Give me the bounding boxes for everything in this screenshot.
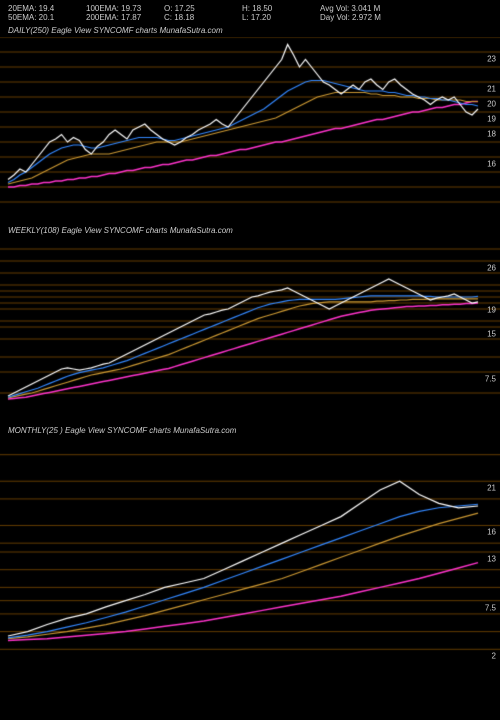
y-axis-label: 19 <box>487 306 496 315</box>
y-axis-label: 7.5 <box>485 375 496 384</box>
y-axis-label: 15 <box>487 330 496 339</box>
chart-canvas <box>0 437 500 667</box>
y-axis-label: 20 <box>487 100 496 109</box>
stat-item: O: 17.25 <box>164 4 224 13</box>
chart-panel: DAILY(250) Eagle View SYNCOMF charts Mun… <box>0 24 500 224</box>
stat-item: 20EMA: 19.4 <box>8 4 68 13</box>
y-axis-label: 16 <box>487 160 496 169</box>
y-axis-label: 13 <box>487 555 496 564</box>
header-stats: 20EMA: 19.4 100EMA: 19.73 O: 17.25 H: 18.50… <box>0 0 500 24</box>
y-axis-label: 7.5 <box>485 603 496 612</box>
chart-panel: MONTHLY(25 ) Eagle View SYNCOMF charts M… <box>0 424 500 674</box>
stat-item: Day Vol: 2.972 M <box>320 13 381 22</box>
chart-canvas <box>0 37 500 217</box>
y-axis-label: 16 <box>487 528 496 537</box>
y-axis-label: 2 <box>492 652 496 661</box>
y-axis-label: 23 <box>487 55 496 64</box>
stat-item: 100EMA: 19.73 <box>86 4 146 13</box>
stat-item: H: 18.50 <box>242 4 302 13</box>
chart-title: WEEKLY(108) Eagle View SYNCOMF charts Mu… <box>0 224 500 237</box>
chart-canvas <box>0 237 500 417</box>
y-axis-label: 18 <box>487 130 496 139</box>
stat-item: C: 18.18 <box>164 13 224 22</box>
chart-title: DAILY(250) Eagle View SYNCOMF charts Mun… <box>0 24 500 37</box>
stat-item: L: 17.20 <box>242 13 302 22</box>
y-axis-label: 26 <box>487 264 496 273</box>
y-axis-label: 21 <box>487 85 496 94</box>
y-axis-label: 21 <box>487 484 496 493</box>
stats-row-2: 50EMA: 20.1 200EMA: 17.87 C: 18.18 L: 17.20… <box>8 13 492 22</box>
y-axis-label: 19 <box>487 115 496 124</box>
chart-panel: WEEKLY(108) Eagle View SYNCOMF charts Mu… <box>0 224 500 424</box>
stats-row-1: 20EMA: 19.4 100EMA: 19.73 O: 17.25 H: 18.50… <box>8 4 492 13</box>
stat-item: 50EMA: 20.1 <box>8 13 68 22</box>
chart-title: MONTHLY(25 ) Eagle View SYNCOMF charts M… <box>0 424 500 437</box>
stat-item: Avg Vol: 3.041 M <box>320 4 380 13</box>
stat-item: 200EMA: 17.87 <box>86 13 146 22</box>
panels-container: DAILY(250) Eagle View SYNCOMF charts Mun… <box>0 24 500 674</box>
